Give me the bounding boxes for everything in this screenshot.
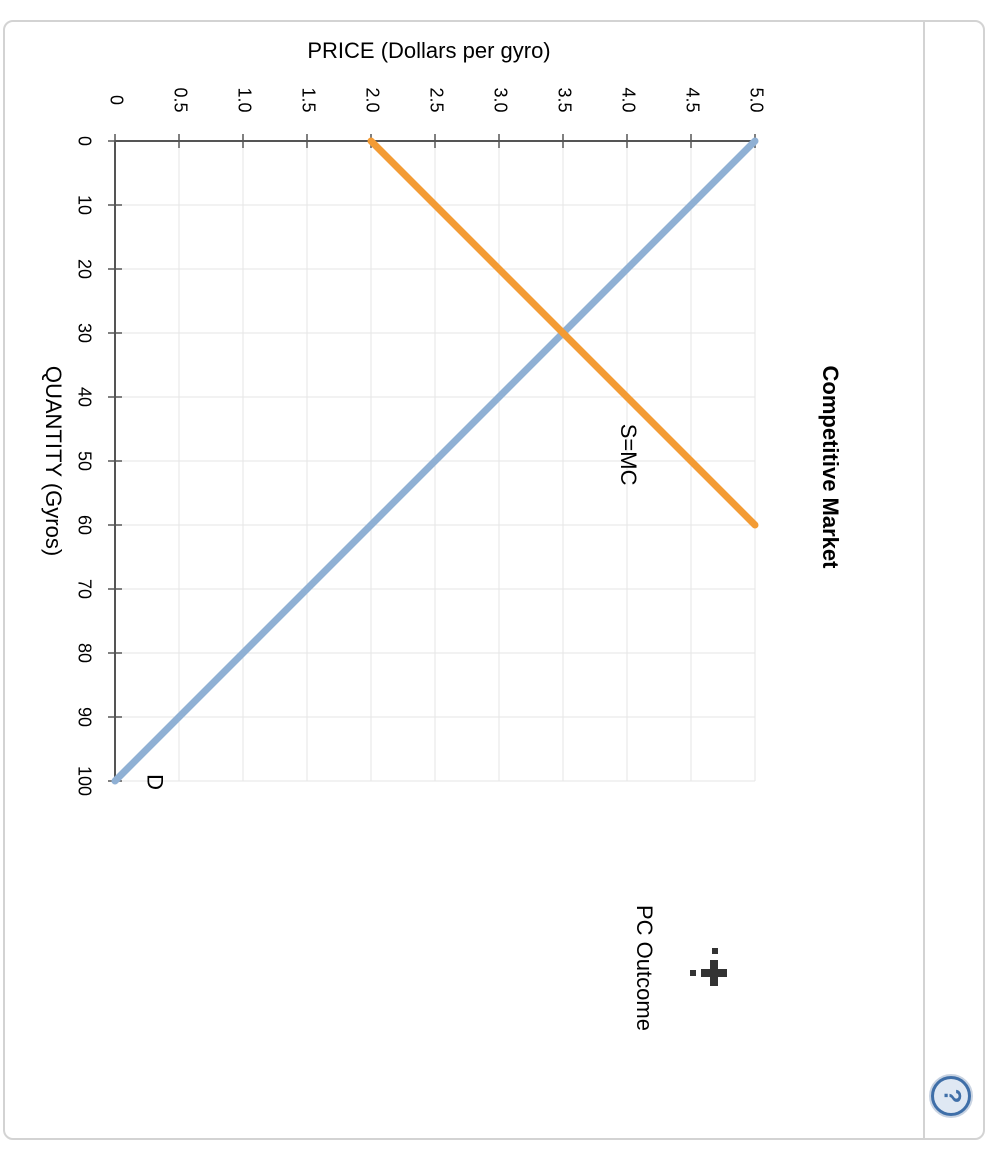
quantity-tick-label: 40 — [74, 387, 94, 407]
quantity-tick-label: 0 — [74, 136, 94, 146]
pc-outcome-label[interactable]: PC Outcome — [632, 905, 657, 1031]
grid — [115, 141, 756, 782]
curves — [111, 137, 759, 785]
price-tick-label: 2.5 — [426, 87, 446, 112]
graph-panel — [3, 20, 985, 1140]
chart-title: Competitive Market — [818, 366, 843, 570]
quantity-tick-label: 50 — [74, 451, 94, 471]
plus-marker-icon[interactable] — [690, 948, 727, 986]
price-tick-label: 4.5 — [682, 87, 702, 112]
quantity-tick-label: 30 — [74, 323, 94, 343]
help-icon: ? — [934, 1079, 968, 1113]
pc-outcome-tool[interactable]: PC Outcome — [632, 905, 727, 1031]
quantity-tick-label: 10 — [74, 195, 94, 215]
price-tick-label: 2.0 — [362, 87, 382, 112]
price-tick-label: 0 — [106, 95, 126, 105]
price-tick-label: 3.0 — [490, 87, 510, 112]
quantity-tick-label: 80 — [74, 643, 94, 663]
quantity-tick-label: 70 — [74, 579, 94, 599]
price-tick-label: 1.5 — [298, 87, 318, 112]
price-tick-label: 3.5 — [554, 87, 574, 112]
price-tick-label: 0.5 — [170, 87, 190, 112]
curve-s-mc[interactable] — [367, 137, 759, 529]
price-tick-label: 4.0 — [618, 87, 638, 112]
price-axis-title: PRICE (Dollars per gyro) — [307, 38, 550, 63]
quantity-tick-label: 20 — [74, 259, 94, 279]
quantity-tick-label: 90 — [74, 707, 94, 727]
quantity-tick-label: 100 — [74, 766, 94, 796]
price-tick-label: 1.0 — [234, 87, 254, 112]
curve-d[interactable] — [111, 137, 759, 785]
help-button[interactable]: ? — [929, 1074, 973, 1118]
labels: PRICE (Dollars per gyro) QUANTITY (Gyros)… — [41, 38, 843, 790]
price-tick-label: 5.0 — [746, 87, 766, 112]
supply-curve-label: S=MC — [616, 424, 641, 486]
quantity-tick-label: 60 — [74, 515, 94, 535]
help-glyph: ? — [937, 1088, 965, 1104]
ticks: 0 0.5 1.0 1.5 2.0 2.5 3.0 3.5 4.0 4.5 5.0 0 10 20 30 40… — [74, 87, 766, 796]
demand-curve-label: D — [143, 774, 168, 790]
quantity-axis-title: QUANTITY (Gyros) — [41, 366, 66, 556]
toolbar-divider — [923, 22, 925, 1138]
